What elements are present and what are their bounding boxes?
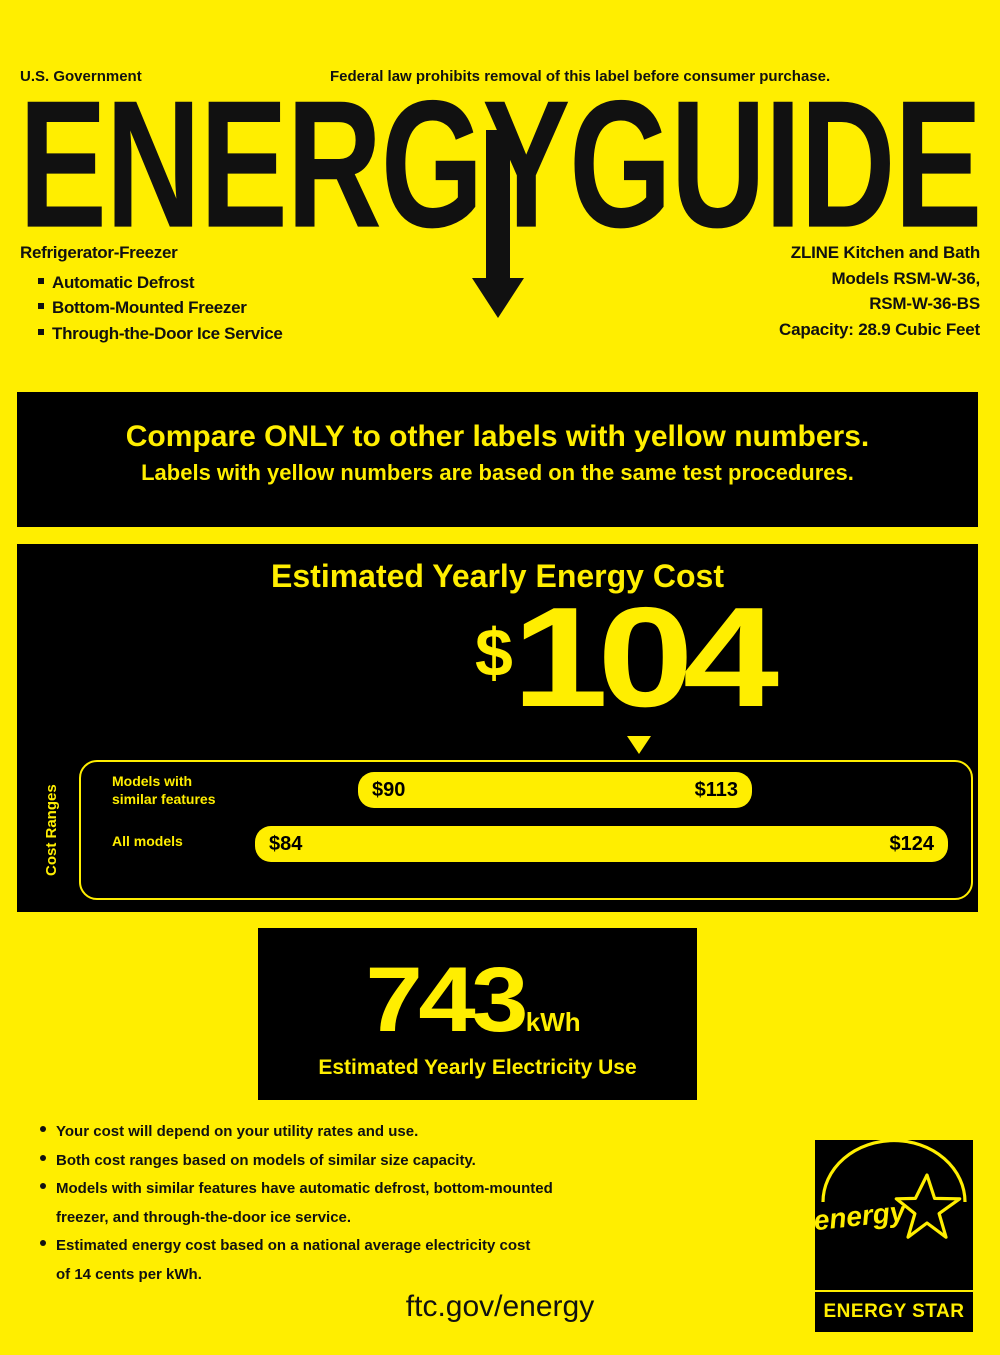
svg-text:energy: energy xyxy=(815,1196,908,1237)
